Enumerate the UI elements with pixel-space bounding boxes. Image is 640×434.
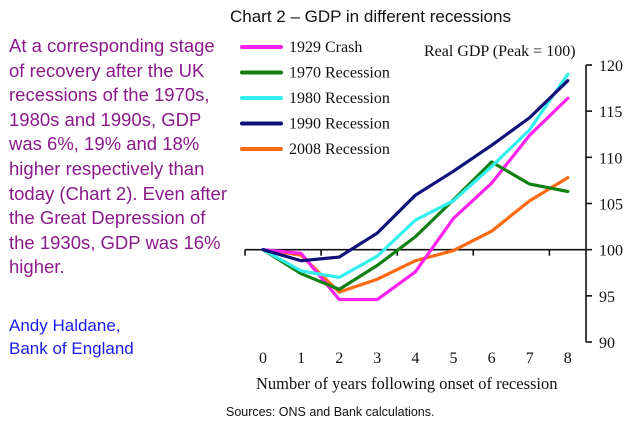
legend-label: 1980 Recession [289, 90, 390, 107]
series-line-1929-crash [261, 96, 570, 302]
x-axis-label: Number of years following onset of reces… [256, 374, 558, 393]
chart-title: Chart 2 – GDP in different recessions [230, 7, 511, 26]
series-line-1990-recession [261, 79, 570, 263]
y-tick-label: 95 [599, 289, 615, 306]
legend-label: 1990 Recession [289, 116, 390, 133]
series-line-1980-recession [261, 72, 570, 279]
x-tick-label: 5 [450, 350, 458, 367]
y-tick-label: 90 [599, 335, 615, 352]
series-line-1970-recession [261, 160, 570, 291]
x-tick-label: 2 [335, 350, 343, 367]
x-tick-label: 7 [526, 350, 534, 367]
commentary-text: At a corresponding stage of recovery aft… [9, 35, 227, 278]
axes: 90 95 100 105 110 115 120 0 1 2 3 4 5 6 7 8 [244, 58, 623, 367]
y-tick-label: 105 [599, 197, 623, 214]
source-note: Sources: ONS and Bank calculations. [226, 405, 435, 419]
x-tick-label: 0 [259, 350, 267, 367]
x-tick-label: 8 [564, 350, 572, 367]
author-org: Bank of England [9, 339, 134, 358]
legend-label: 2008 Recession [289, 141, 390, 158]
y-tick-label: 120 [599, 58, 623, 75]
x-tick-label: 6 [488, 350, 496, 367]
legend-label: 1970 Recession [289, 65, 390, 82]
author-name: Andy Haldane, [9, 316, 121, 335]
legend: 1929 Crash 1970 Recession 1980 Recession 19… [240, 39, 390, 158]
series-lines [261, 72, 570, 302]
y-tick-label: 110 [599, 150, 622, 167]
x-tick-label: 1 [297, 350, 305, 367]
x-tick-label: 3 [373, 350, 381, 367]
y-axis-label: Real GDP (Peak = 100) [424, 43, 576, 60]
author-credit: Andy Haldane, Bank of England [9, 314, 229, 360]
y-tick-label: 100 [599, 243, 623, 260]
legend-label: 1929 Crash [289, 39, 362, 56]
x-tick-label: 4 [411, 350, 419, 367]
y-tick-label: 115 [599, 104, 622, 121]
